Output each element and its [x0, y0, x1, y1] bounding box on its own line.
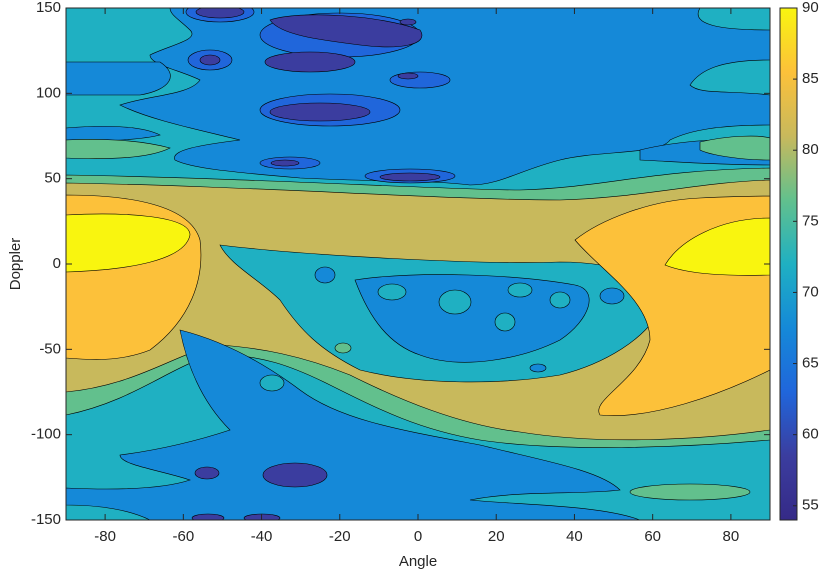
- contour-region: [699, 135, 770, 161]
- colorbar-tick-label: 65: [802, 355, 819, 372]
- x-tick-label: -40: [251, 528, 273, 545]
- contour-region: [664, 217, 770, 276]
- colorbar-tick-label: 75: [802, 212, 819, 229]
- x-axis-label: Angle: [399, 553, 437, 570]
- contour-region: [314, 266, 336, 284]
- contour-region: [494, 312, 516, 332]
- contour-region: [507, 282, 533, 298]
- x-tick-label: 80: [723, 528, 740, 545]
- contour-region: [379, 172, 441, 182]
- x-tick-label: -80: [94, 528, 116, 545]
- contour-region: [194, 466, 220, 480]
- axes: -80 -60 -40 -20 0 20 40 60 80 -150 -100 -50 0 50 100 15…: [31, 0, 819, 545]
- contour-region: [191, 513, 225, 520]
- contour-region: [377, 283, 407, 301]
- colorbar-tick-label: 60: [802, 426, 819, 443]
- contour-region: [269, 102, 371, 122]
- contour-region: [262, 462, 328, 488]
- y-tick-label: -150: [31, 511, 61, 528]
- contour-region: [270, 159, 300, 167]
- y-tick-label: 150: [36, 0, 61, 16]
- contour-region: [199, 54, 221, 66]
- contour-region: [66, 138, 171, 159]
- contour-region: [438, 289, 472, 315]
- contour-region: [269, 14, 423, 48]
- x-tick-label: -20: [329, 528, 351, 545]
- contour-region: [399, 18, 417, 26]
- colorbar-tick-label: 80: [802, 141, 819, 158]
- x-tick-label: 60: [644, 528, 661, 545]
- contour-region: [66, 213, 191, 273]
- x-tick-label: -60: [172, 528, 194, 545]
- y-tick-label: -50: [39, 340, 61, 357]
- contour-region: [259, 374, 285, 392]
- y-tick-label: 50: [44, 170, 61, 187]
- contour-region: [529, 363, 547, 373]
- contour-region: [599, 287, 625, 305]
- contour-fill: [66, 8, 770, 520]
- x-tick-label: 20: [488, 528, 505, 545]
- colorbar-tick-label: 55: [802, 497, 819, 514]
- contour-region: [334, 342, 352, 354]
- colorbar-tick-label: 90: [802, 0, 819, 16]
- y-tick-label: 100: [36, 84, 61, 101]
- contour-region: [397, 72, 419, 80]
- contour-region: [66, 61, 171, 96]
- colorbar-tick-label: 70: [802, 283, 819, 300]
- contour-region: [264, 51, 356, 73]
- contour-region: [629, 483, 751, 501]
- y-tick-label: 0: [53, 255, 61, 272]
- y-axis-label: Doppler: [7, 238, 24, 291]
- contour-region: [549, 291, 571, 309]
- contour-region: [119, 8, 770, 186]
- colorbar: [779, 7, 798, 521]
- x-tick-label: 40: [566, 528, 583, 545]
- x-tick-label: 0: [414, 528, 422, 545]
- colorbar-tick-label: 85: [802, 70, 819, 87]
- contour-region: [354, 274, 590, 363]
- y-tick-label: -100: [31, 426, 61, 443]
- contour-region: [195, 8, 245, 19]
